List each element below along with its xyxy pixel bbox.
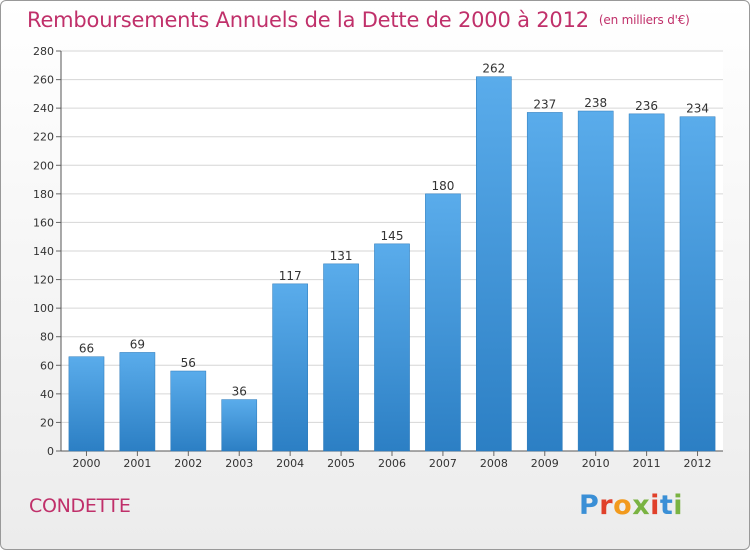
x-tick-label: 2005: [327, 457, 355, 470]
bar-value-label: 66: [79, 342, 94, 356]
x-tick-label: 2006: [378, 457, 406, 470]
bar-chart: 0 20 40 60 80 100 120 140 160 180 200 220 240 260 280 6…: [33, 45, 723, 470]
x-tick-label: 2002: [174, 457, 202, 470]
y-tick-label: 80: [40, 331, 54, 344]
chart-title: Remboursements Annuels de la Dette de 20…: [27, 8, 690, 32]
y-tick-label: 40: [40, 388, 54, 401]
chart-unit-label: (en milliers d'€): [598, 13, 690, 27]
logo-letter: P: [579, 490, 600, 521]
x-tick-label: 2004: [276, 457, 304, 470]
logo-letter: r: [599, 490, 614, 521]
y-tick-label: 240: [33, 102, 54, 115]
y-tick-label: 200: [33, 159, 54, 172]
bar-value-label: 237: [533, 97, 556, 111]
bar: [323, 263, 359, 452]
y-tick-label: 0: [47, 445, 54, 458]
bar-value-label: 145: [381, 229, 404, 243]
bar-value-label: 69: [130, 337, 145, 351]
x-tick-label: 2008: [480, 457, 508, 470]
bar-value-label: 236: [635, 99, 658, 113]
logo-letter: i: [673, 490, 684, 521]
y-tick-label: 260: [33, 74, 54, 87]
y-tick-label: 220: [33, 131, 54, 144]
y-tick-label: 280: [33, 45, 54, 58]
bar-value-label: 56: [181, 356, 196, 370]
bar: [679, 116, 716, 452]
y-tick-label: 100: [33, 302, 54, 315]
bar-value-label: 234: [686, 102, 709, 116]
bar: [425, 193, 461, 452]
y-tick-label: 140: [33, 245, 54, 258]
bar: [119, 352, 156, 452]
bar-value-label: 117: [279, 269, 302, 283]
x-tick-label: 2003: [225, 457, 253, 470]
bar-value-label: 238: [584, 96, 607, 110]
bar: [577, 110, 614, 452]
logo-letter: i: [650, 490, 660, 521]
y-tick-label: 20: [40, 416, 54, 429]
y-tick-label: 180: [33, 188, 54, 201]
bar-value-label: 131: [330, 249, 353, 263]
logo-letter: x: [632, 490, 651, 521]
bar: [476, 76, 512, 452]
y-tick-label: 60: [40, 359, 54, 372]
bar: [628, 113, 665, 452]
bar: [170, 370, 207, 452]
logo-letter: o: [613, 490, 633, 521]
bar: [374, 243, 410, 452]
x-tick-label: 2011: [633, 457, 661, 470]
x-tick-label: 2000: [72, 457, 100, 470]
x-tick-label: 2001: [123, 457, 151, 470]
x-tick-label: 2012: [684, 457, 712, 470]
bar: [221, 399, 258, 452]
bar-value-label: 36: [232, 385, 247, 399]
chart-title-text: Remboursements Annuels de la Dette de 20…: [27, 8, 589, 32]
bar: [526, 112, 563, 452]
proxiti-logo: Proxiti: [579, 490, 683, 521]
x-tick-label: 2009: [531, 457, 559, 470]
x-tick-label: 2010: [582, 457, 610, 470]
bar-value-label: 262: [482, 62, 505, 76]
y-tick-label: 120: [33, 274, 54, 287]
logo-letter: t: [659, 490, 674, 521]
bar-value-label: 180: [431, 179, 454, 193]
commune-name: CONDETTE: [29, 495, 131, 517]
y-tick-label: 160: [33, 216, 54, 229]
bar: [68, 356, 105, 452]
x-tick-label: 2007: [429, 457, 457, 470]
bar: [272, 283, 308, 452]
